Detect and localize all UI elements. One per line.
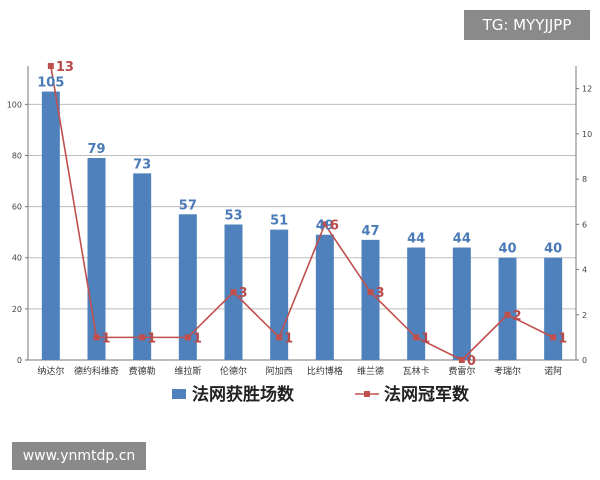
- bar: [178, 214, 197, 360]
- category-label: 纳达尔: [37, 365, 64, 377]
- bar: [87, 158, 106, 360]
- y2-tick-label: 2: [582, 311, 587, 320]
- y2-tick-label: 6: [582, 220, 587, 229]
- line-data-label: 1: [193, 331, 202, 346]
- line-data-label: 1: [284, 331, 293, 346]
- line-point: [458, 357, 465, 363]
- bar-data-label: 105: [37, 76, 64, 91]
- line-data-label: 0: [467, 354, 476, 369]
- category-label: 维拉斯: [174, 365, 201, 377]
- line-data-label: 6: [330, 218, 339, 233]
- line-data-label: 1: [421, 331, 430, 346]
- category-label: 伦德尔: [220, 365, 247, 377]
- bar: [41, 91, 60, 360]
- bar-data-label: 40: [498, 242, 516, 257]
- bar-data-label: 51: [270, 214, 288, 229]
- bar-data-label: 44: [453, 232, 471, 247]
- y2-tick-label: 8: [582, 175, 587, 184]
- bar-data-label: 73: [133, 157, 151, 172]
- bar-data-label: 40: [544, 242, 562, 257]
- line-data-label: 1: [558, 331, 567, 346]
- category-label: 诺阿: [544, 366, 562, 377]
- y-tick-label: 40: [12, 254, 22, 263]
- legend-bar-swatch: [172, 389, 186, 399]
- line-data-label: 13: [56, 60, 74, 75]
- bar-data-label: 79: [87, 142, 105, 157]
- line-point: [47, 63, 54, 69]
- watermark-bottom: www.ynmtdp.cn: [12, 442, 146, 470]
- legend-bar-label: 法网获胜场数: [192, 384, 295, 405]
- category-label: 维兰德: [357, 365, 384, 377]
- category-label: 瓦林卡: [403, 365, 430, 377]
- line-point: [230, 289, 237, 296]
- bar-data-label: 47: [361, 224, 379, 239]
- line-point: [367, 289, 374, 296]
- line-point: [139, 334, 146, 341]
- bar: [315, 234, 334, 360]
- bar: [361, 239, 380, 360]
- legend-line-label: 法网冠军数: [384, 384, 470, 405]
- y-tick-label: 60: [12, 203, 22, 212]
- y-tick-label: 80: [12, 151, 22, 160]
- line-series: [50, 65, 554, 361]
- y2-tick-label: 12: [582, 85, 592, 94]
- bar: [452, 247, 471, 360]
- line-point: [184, 334, 191, 341]
- line-point: [504, 311, 511, 318]
- y-tick-label: 20: [12, 305, 22, 314]
- line-data-label: 1: [147, 331, 156, 346]
- line-point: [413, 334, 420, 341]
- y2-tick-label: 0: [582, 356, 587, 365]
- category-label: 考瑞尔: [494, 365, 521, 377]
- line-point: [93, 334, 100, 341]
- category-label: 费德勒: [129, 365, 156, 377]
- line-data-label: 3: [239, 286, 248, 301]
- line-point: [550, 334, 557, 341]
- category-label: 阿加西: [266, 366, 293, 377]
- line-point: [321, 221, 328, 228]
- category-label: 德约科维奇: [74, 365, 119, 377]
- bar: [498, 257, 517, 360]
- bar-data-label: 53: [224, 209, 242, 224]
- bar-data-label: 49: [316, 219, 334, 234]
- y-tick-label: 100: [7, 100, 22, 109]
- line-data-label: 1: [102, 331, 111, 346]
- bar: [133, 173, 152, 360]
- bar-data-label: 57: [179, 198, 197, 213]
- y2-tick-label: 4: [582, 266, 587, 275]
- category-label: 比约博格: [307, 365, 343, 377]
- watermark-top: TG: MYYJJPP: [464, 10, 590, 40]
- y-tick-label: 0: [17, 356, 22, 365]
- category-label: 费雷尔: [448, 365, 475, 377]
- line-data-label: 3: [376, 286, 385, 301]
- line-data-label: 2: [513, 309, 522, 324]
- line-point: [276, 334, 283, 341]
- legend-line-marker: [364, 391, 370, 397]
- bar-data-label: 44: [407, 232, 425, 247]
- y2-tick-label: 10: [582, 130, 592, 139]
